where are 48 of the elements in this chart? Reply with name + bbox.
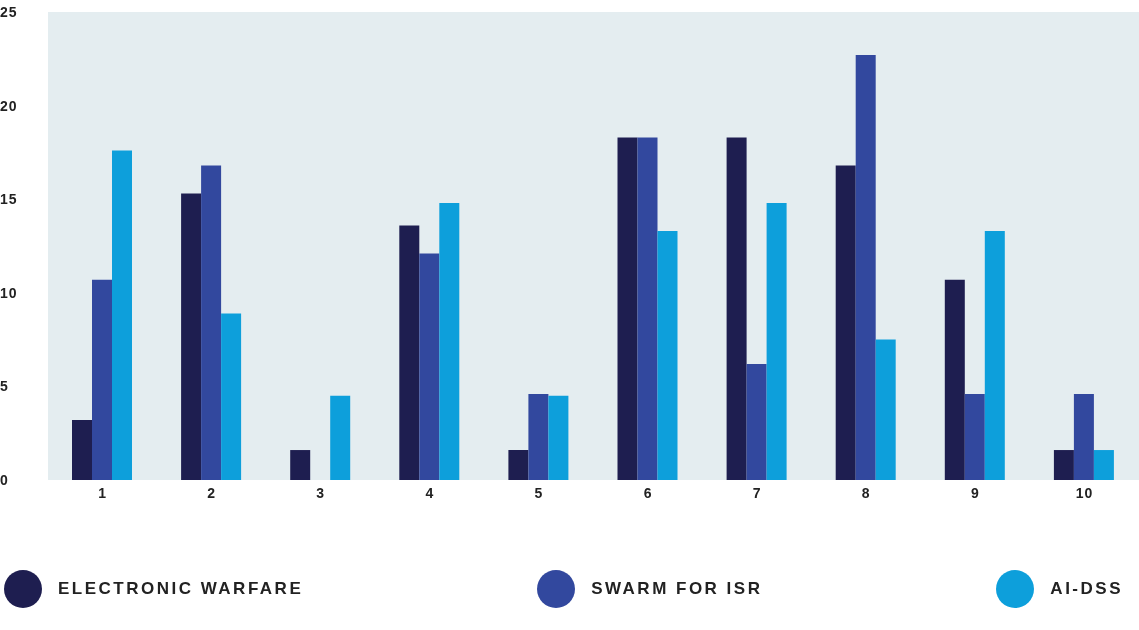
y-tick-label: 20 <box>0 97 18 114</box>
y-tick-label: 25 <box>0 3 18 20</box>
bar <box>419 253 440 480</box>
y-tick-label: 0 <box>0 471 9 488</box>
legend-label: AI-DSS <box>1050 579 1123 599</box>
x-tick-label: 4 <box>425 484 435 501</box>
y-tick-label: 10 <box>0 284 18 301</box>
bar <box>72 420 92 480</box>
x-tick-label: 10 <box>1075 484 1094 501</box>
bar <box>637 137 658 480</box>
bar <box>201 165 222 480</box>
bar <box>290 450 311 480</box>
bar <box>181 193 202 480</box>
bar <box>964 393 985 480</box>
bar <box>1093 450 1114 480</box>
x-tick-label: 9 <box>970 484 980 501</box>
y-tick-label: 5 <box>0 378 9 395</box>
y-tick-label: 15 <box>0 191 18 208</box>
bar <box>548 395 569 480</box>
bar <box>439 202 460 480</box>
bar <box>657 231 678 480</box>
legend-label: SWARM FOR ISR <box>591 579 763 599</box>
x-tick-label: 2 <box>207 484 217 501</box>
bar <box>746 363 767 480</box>
x-tick-label: 8 <box>861 484 871 501</box>
bar <box>944 279 965 480</box>
bar <box>766 202 787 480</box>
bar <box>508 450 529 480</box>
bar <box>92 279 112 480</box>
bar <box>875 339 896 480</box>
bar <box>1073 393 1094 480</box>
bar <box>399 225 420 480</box>
bar <box>984 231 1005 480</box>
x-tick-label: 1 <box>98 484 107 501</box>
bar <box>726 137 747 480</box>
x-tick-label: 5 <box>534 484 544 501</box>
bar <box>617 137 638 480</box>
bar <box>330 395 351 480</box>
bar <box>1053 450 1074 480</box>
x-tick-label: 7 <box>752 484 762 501</box>
bar <box>528 393 549 480</box>
bar <box>835 165 856 480</box>
x-tick-label: 3 <box>316 484 326 501</box>
x-tick-label: 6 <box>643 484 653 501</box>
bar <box>112 150 132 480</box>
bar <box>855 55 876 480</box>
legend-label: ELECTRONIC WARFARE <box>58 579 304 599</box>
bar <box>221 313 242 480</box>
